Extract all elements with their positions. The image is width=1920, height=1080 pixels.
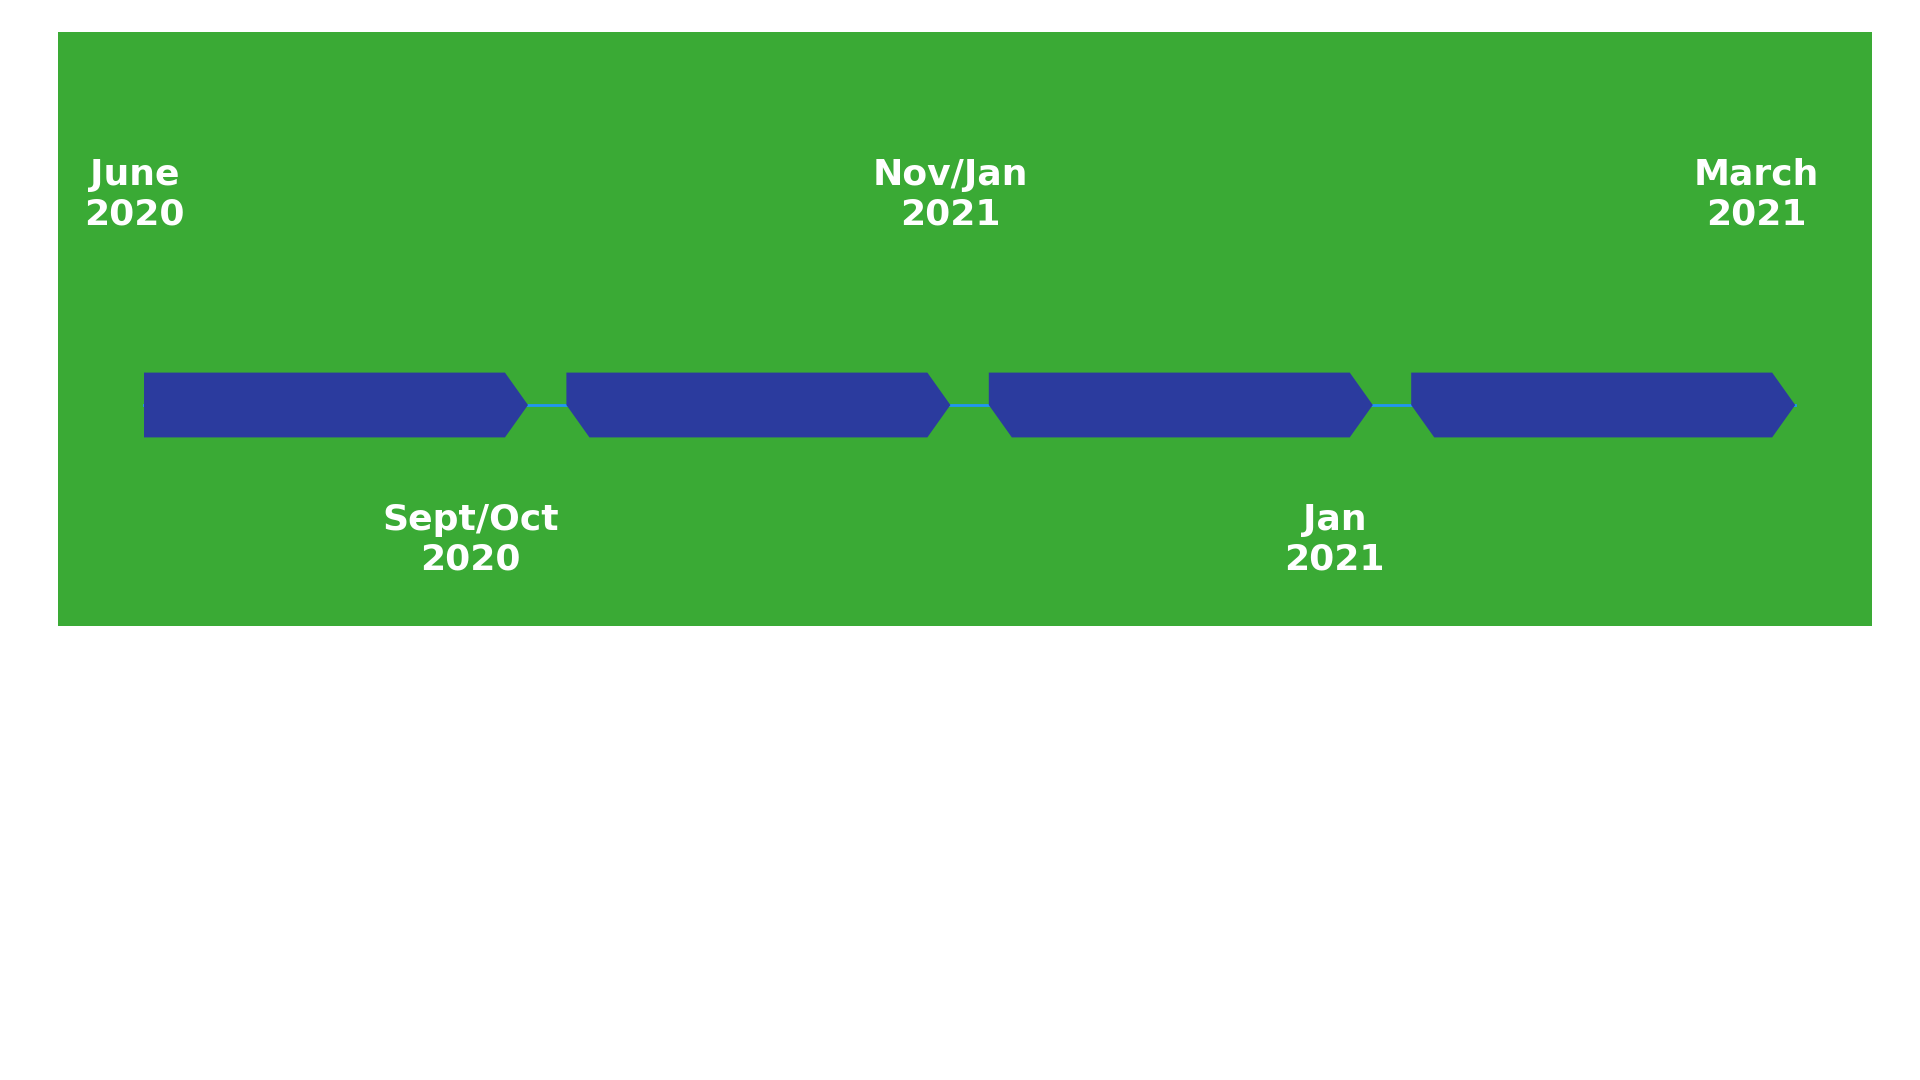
Text: Jan
2021: Jan 2021 (1284, 503, 1384, 577)
Text: Nov/Jan
2021: Nov/Jan 2021 (874, 158, 1027, 231)
Text: Sept/Oct
2020: Sept/Oct 2020 (382, 503, 559, 577)
Polygon shape (144, 373, 528, 437)
Polygon shape (1411, 373, 1795, 437)
Text: March
2021: March 2021 (1693, 158, 1820, 231)
Polygon shape (566, 373, 950, 437)
Text: June
2020: June 2020 (84, 158, 184, 231)
Polygon shape (989, 373, 1373, 437)
